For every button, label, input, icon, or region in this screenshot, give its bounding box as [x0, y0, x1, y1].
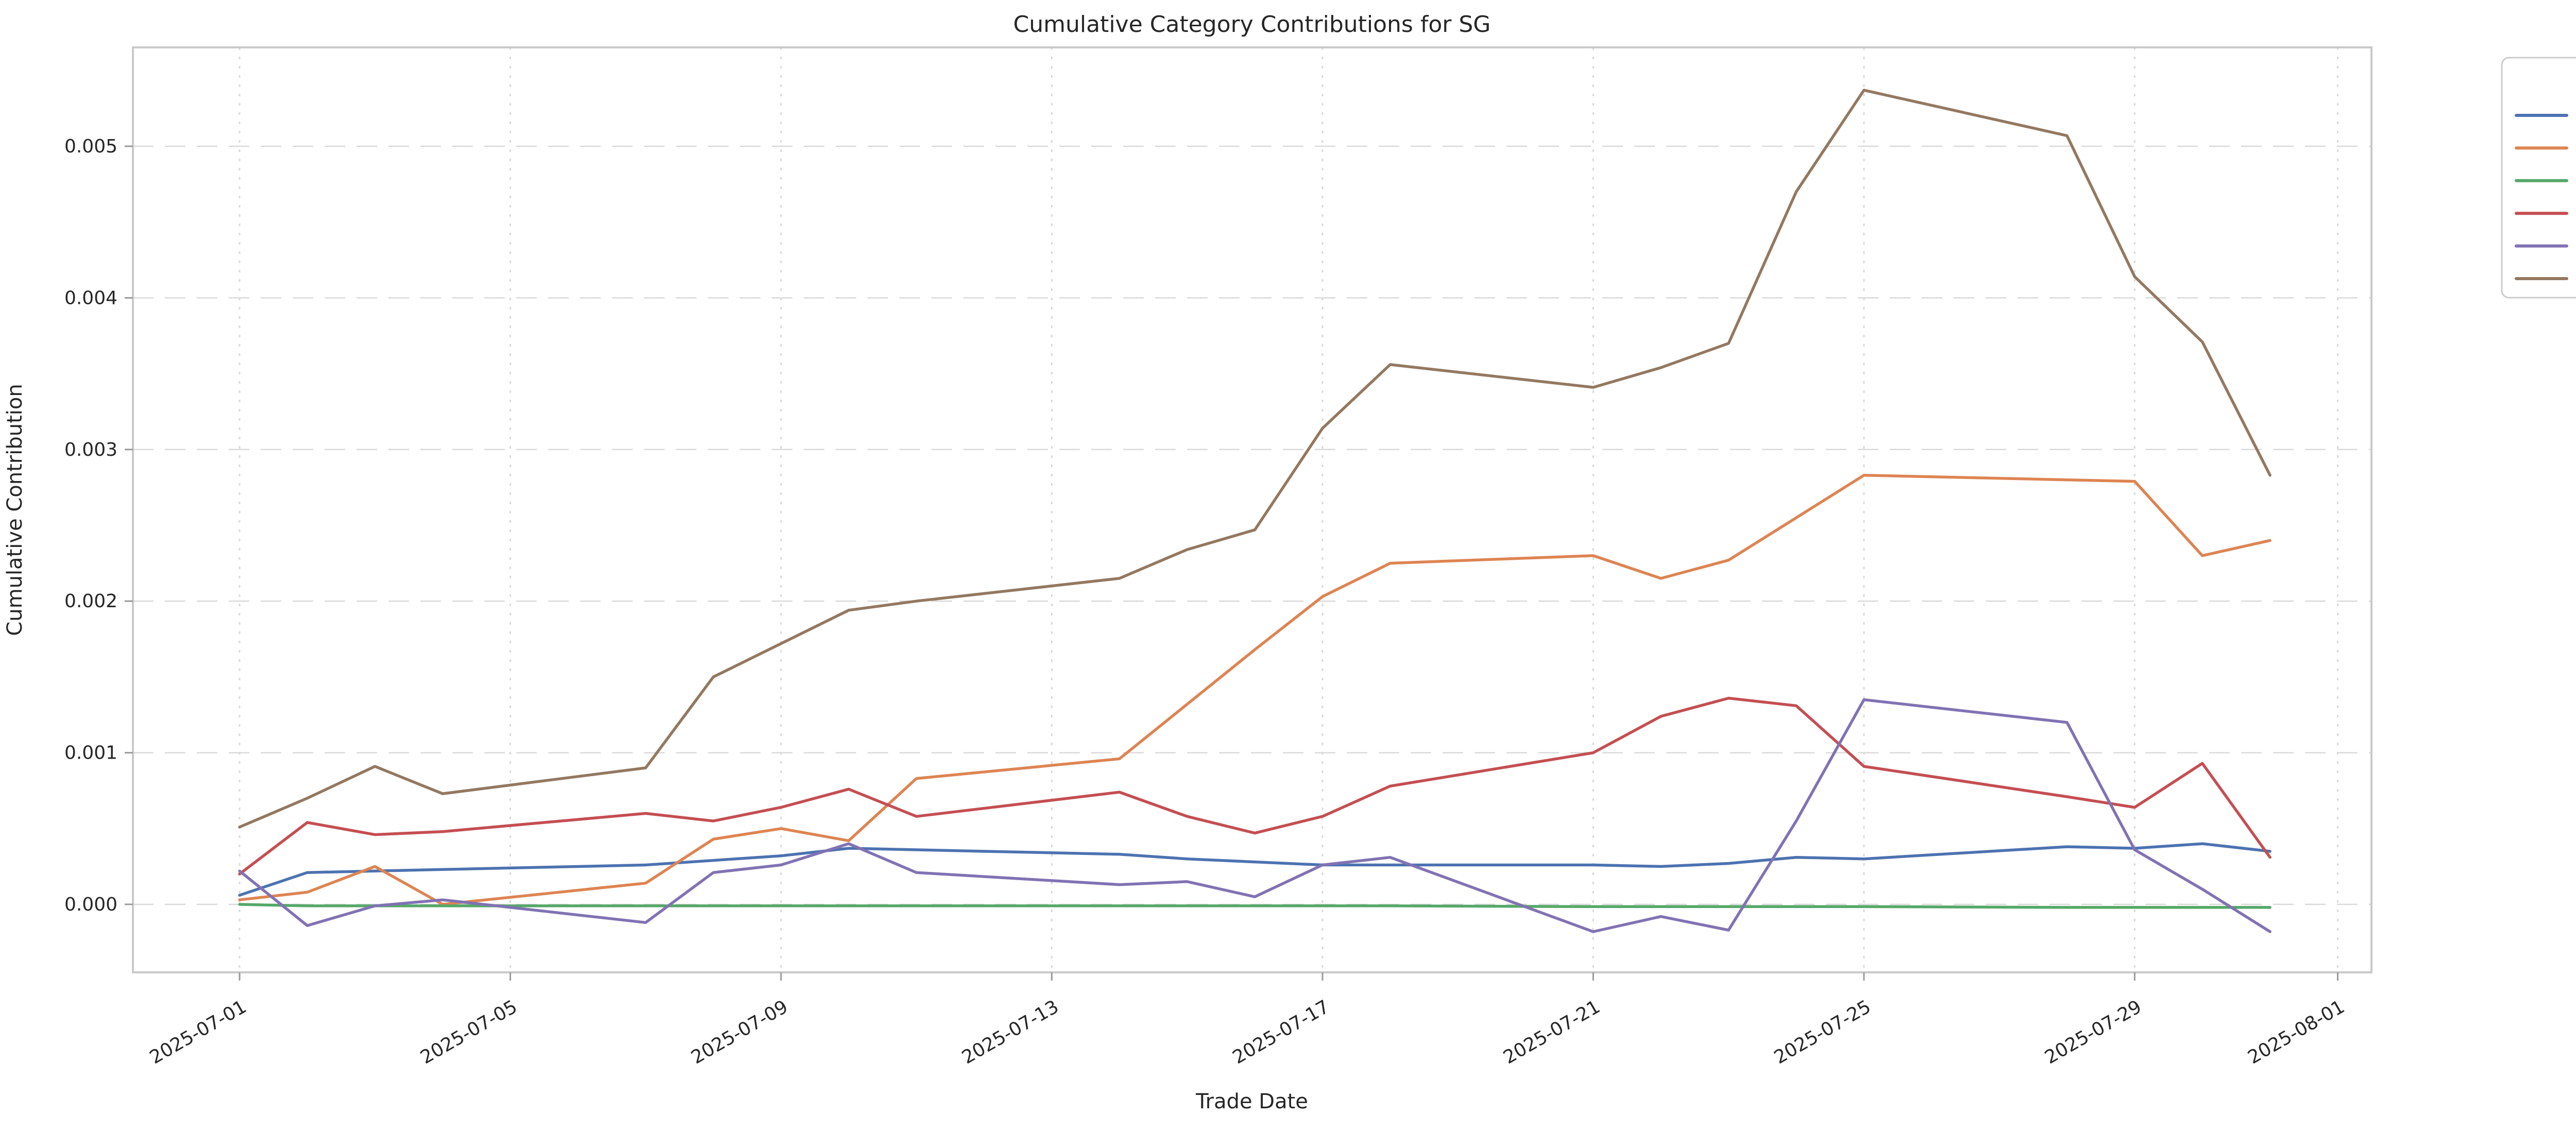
legend-item-unexplained: unexplained [2515, 244, 2568, 248]
series-line-risk_exposure [238, 696, 2272, 876]
legend-item-tilt_total: tilt_total [2515, 146, 2568, 150]
y-tick-label: 0.000 [64, 894, 117, 915]
series-line-unexplained [238, 698, 2272, 933]
y-tick-label: 0.004 [64, 287, 117, 308]
data-series [238, 89, 2272, 933]
y-tick-label: 0.001 [64, 743, 117, 764]
axis-ticks: 2025-07-01 2025-07-05 2025-07-09 2025-07-13… [64, 136, 2348, 1068]
x-tick-label: 2025-07-21 [1500, 996, 1604, 1068]
x-tick-label: 2025-07-05 [417, 996, 521, 1068]
axes-frame [132, 46, 2372, 973]
x-tick-label: 2025-07-09 [688, 996, 792, 1068]
y-tick-label: 0.003 [64, 439, 117, 460]
x-tick-label: 2025-07-25 [1771, 996, 1875, 1068]
series-line-Total [238, 89, 2272, 829]
legend-item-cost: cost [2515, 179, 2568, 182]
plot-frame [132, 46, 2372, 973]
x-tick-label: 2025-08-01 [2244, 996, 2348, 1068]
legend: Category alpha_totaltilt_totalcostrisk_e… [2501, 57, 2576, 299]
series-line-cost [238, 903, 2272, 909]
x-tick-label: 2025-07-29 [2041, 996, 2145, 1068]
chart-title: Cumulative Category Contributions for SG [1013, 11, 1491, 38]
y-tick-label: 0.005 [64, 136, 117, 157]
y-axis-label: Cumulative Contribution [3, 384, 27, 636]
grid-lines [133, 47, 2371, 972]
series-line-alpha_total [238, 842, 2272, 897]
x-tick-label: 2025-07-13 [958, 996, 1062, 1068]
x-tick-label: 2025-07-17 [1229, 996, 1333, 1068]
x-tick-label: 2025-07-01 [146, 996, 250, 1068]
legend-item-alpha_total: alpha_total [2515, 114, 2568, 117]
legend-item-risk_exposure: risk_exposure [2515, 212, 2568, 215]
x-axis-label: Trade Date [1195, 1090, 1308, 1113]
series-line-tilt_total [238, 474, 2272, 906]
y-tick-label: 0.002 [64, 591, 117, 612]
legend-item-Total: Total [2515, 277, 2568, 280]
legend-box [2501, 57, 2576, 299]
